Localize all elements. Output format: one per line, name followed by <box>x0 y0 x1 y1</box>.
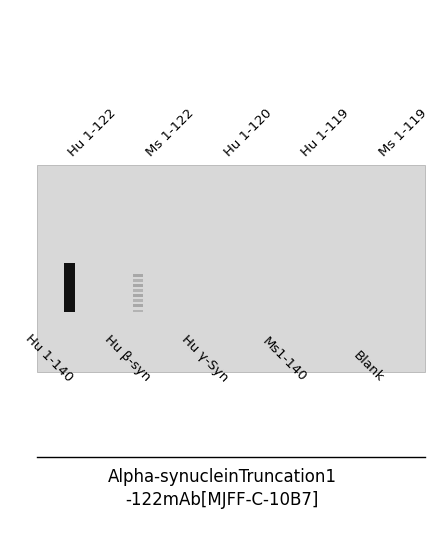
FancyBboxPatch shape <box>133 289 143 292</box>
FancyBboxPatch shape <box>64 263 75 312</box>
Text: Hu β-syn: Hu β-syn <box>102 333 153 384</box>
Text: Ms 1-119: Ms 1-119 <box>377 107 429 159</box>
Text: Hu 1-140: Hu 1-140 <box>23 332 75 384</box>
Text: Hu γ-Syn: Hu γ-Syn <box>179 332 231 384</box>
Text: Alpha-synucleinTruncation1
-122mAb[MJFF-C-10B7]: Alpha-synucleinTruncation1 -122mAb[MJFF-… <box>107 467 337 509</box>
FancyBboxPatch shape <box>133 284 143 287</box>
FancyBboxPatch shape <box>133 299 143 302</box>
Text: Ms 1-122: Ms 1-122 <box>144 107 197 159</box>
FancyBboxPatch shape <box>133 274 143 277</box>
FancyBboxPatch shape <box>37 165 425 372</box>
FancyBboxPatch shape <box>133 305 143 307</box>
FancyBboxPatch shape <box>133 294 143 297</box>
Text: Hu 1-120: Hu 1-120 <box>222 107 274 159</box>
Text: Hu 1-122: Hu 1-122 <box>66 107 119 159</box>
Text: Ms1-140: Ms1-140 <box>259 335 309 384</box>
Text: Blank: Blank <box>351 349 386 384</box>
Text: Hu 1-119: Hu 1-119 <box>299 107 352 159</box>
FancyBboxPatch shape <box>133 279 143 282</box>
FancyBboxPatch shape <box>133 310 143 312</box>
